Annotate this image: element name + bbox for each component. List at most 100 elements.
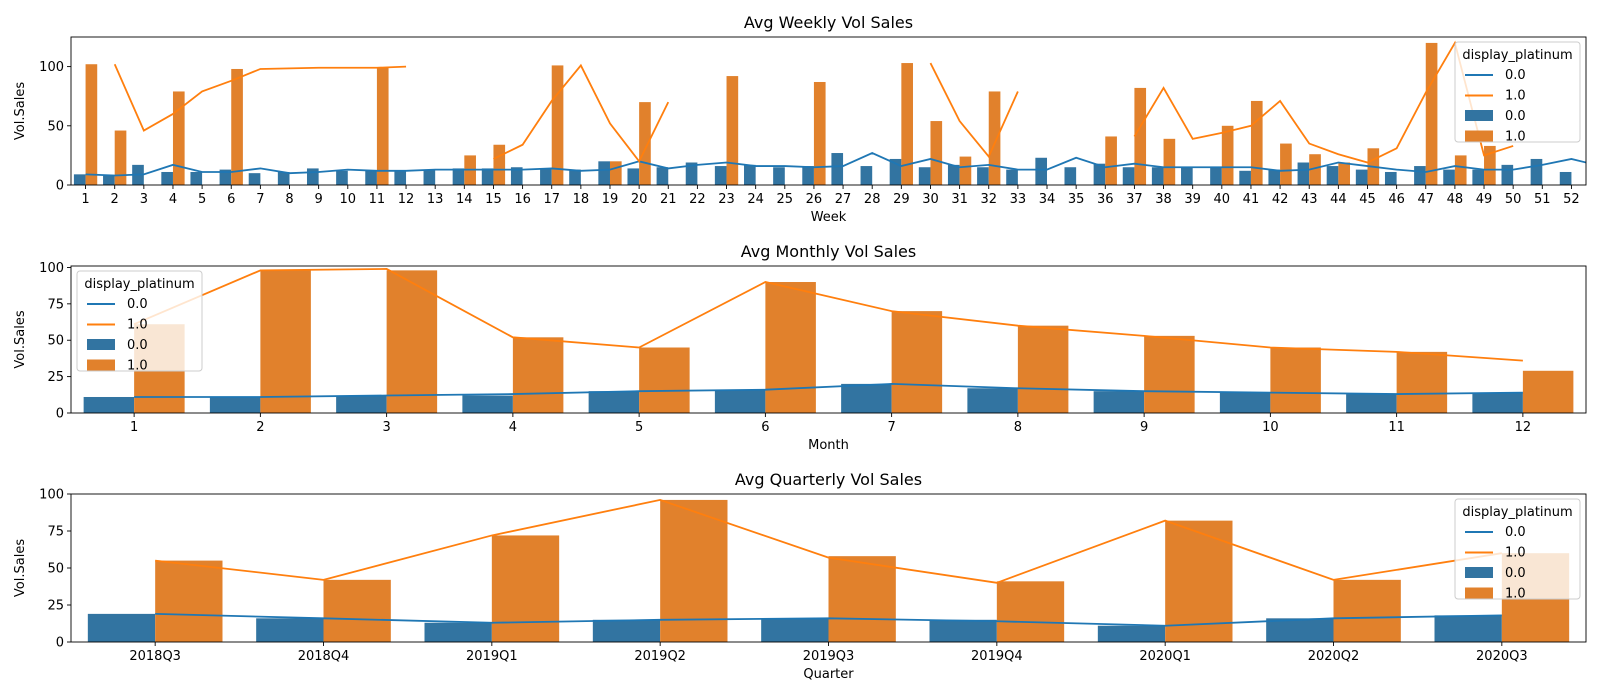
bar-zero-2 xyxy=(209,396,261,413)
line-zero-segment-0 xyxy=(85,152,1586,177)
legend-bar-swatch xyxy=(1465,130,1493,142)
bar-zero-2020Q1 xyxy=(1097,625,1166,642)
legend-bar-swatch xyxy=(87,339,115,350)
bar-zero-3 xyxy=(336,395,387,413)
x-tick-label: 2020Q1 xyxy=(1139,649,1191,664)
bar-zero-6 xyxy=(714,389,766,413)
x-tick-label: 2018Q3 xyxy=(129,649,181,664)
x-axis-label: Quarter xyxy=(803,667,854,682)
x-tick-label: 45 xyxy=(1359,192,1376,207)
x-tick-label: 6 xyxy=(227,192,235,207)
bar-one-36 xyxy=(1105,136,1117,185)
bar-zero-7 xyxy=(248,173,261,185)
bar-one-11 xyxy=(376,67,389,185)
x-tick-label: 48 xyxy=(1447,192,1464,207)
legend: display_platinum 0.0 1.0 0.0 1.0 xyxy=(76,270,203,374)
x-tick-label: 29 xyxy=(893,192,910,207)
bar-zero-4 xyxy=(462,395,513,413)
x-tick-label: 31 xyxy=(951,192,968,207)
x-tick-label: 3 xyxy=(382,420,390,435)
bar-zero-40 xyxy=(1210,167,1222,185)
x-tick-label: 2020Q3 xyxy=(1476,649,1528,664)
x-tick-label: 6 xyxy=(761,420,769,435)
x-tick-label: 2020Q2 xyxy=(1308,649,1360,664)
x-tick-label: 2019Q3 xyxy=(803,649,855,664)
bar-one-8 xyxy=(1017,325,1069,413)
bar-zero-52 xyxy=(1559,171,1572,185)
x-tick-label: 22 xyxy=(689,192,706,207)
y-axis-label: Vol.Sales xyxy=(13,82,28,140)
bar-zero-20 xyxy=(627,168,640,185)
x-tick-label: 1 xyxy=(130,420,138,435)
bar-one-6 xyxy=(765,282,816,413)
bar-one-1 xyxy=(85,64,98,185)
x-tick-label: 11 xyxy=(1388,420,1405,435)
legend-bar-swatch xyxy=(1465,587,1493,599)
x-tick-label: 14 xyxy=(456,192,473,207)
legend-label: 0.0 xyxy=(1505,109,1526,124)
bar-one-49 xyxy=(1484,145,1496,185)
bar-one-12 xyxy=(1522,370,1574,413)
y-tick-label: 100 xyxy=(39,60,64,75)
bar-zero-5 xyxy=(588,391,640,413)
legend-label: 1.0 xyxy=(1505,130,1526,145)
legend-title: display_platinum xyxy=(1462,505,1572,520)
bar-one-23 xyxy=(726,76,739,185)
x-tick-label: 12 xyxy=(398,192,415,207)
axes-frame xyxy=(70,265,1587,414)
x-tick-label: 2019Q4 xyxy=(971,649,1023,664)
y-axis-label: Vol.Sales xyxy=(13,539,28,597)
bar-one-37 xyxy=(1134,87,1147,185)
bar-one-31 xyxy=(959,156,972,185)
bar-zero-16 xyxy=(510,167,523,185)
bar-zero-35 xyxy=(1064,167,1077,185)
bar-zero-12 xyxy=(394,170,407,185)
bar-one-2019Q1 xyxy=(491,535,560,642)
bar-zero-28 xyxy=(860,166,873,185)
bar-zero-45 xyxy=(1355,169,1368,185)
x-tick-label: 8 xyxy=(285,192,293,207)
x-tick-label: 10 xyxy=(340,192,357,207)
bar-zero-2019Q1 xyxy=(424,622,492,642)
bar-one-5 xyxy=(639,347,690,413)
bar-zero-22 xyxy=(685,162,698,185)
bar-zero-17 xyxy=(540,168,552,185)
bar-zero-42 xyxy=(1268,169,1281,185)
y-tick-label: 100 xyxy=(39,488,64,503)
x-tick-label: 19 xyxy=(602,192,619,207)
x-tick-label: 23 xyxy=(718,192,735,207)
bar-one-30 xyxy=(930,121,943,185)
bar-zero-9 xyxy=(306,168,319,185)
chart-title: Avg Monthly Vol Sales xyxy=(741,242,916,261)
bar-zero-23 xyxy=(714,166,727,185)
bar-one-38 xyxy=(1163,138,1176,185)
x-tick-label: 21 xyxy=(660,192,677,207)
bar-zero-33 xyxy=(1006,169,1018,185)
bar-one-2018Q4 xyxy=(323,579,391,642)
x-tick-label: 20 xyxy=(631,192,648,207)
chart-title: Avg Weekly Vol Sales xyxy=(744,13,913,32)
axes-frame xyxy=(70,36,1587,186)
x-tick-label: 47 xyxy=(1417,192,1434,207)
line-zero-segment-0 xyxy=(134,382,1523,398)
x-tick-label: 34 xyxy=(1039,192,1056,207)
legend-label: 0.0 xyxy=(127,338,148,353)
bar-one-48 xyxy=(1454,155,1467,185)
bar-zero-27 xyxy=(831,153,844,185)
legend-label: 1.0 xyxy=(127,359,148,374)
x-tick-label: 15 xyxy=(485,192,502,207)
bar-one-20 xyxy=(639,102,651,185)
bar-zero-14 xyxy=(452,168,465,185)
bar-zero-37 xyxy=(1122,167,1135,185)
bar-zero-26 xyxy=(802,166,814,185)
x-tick-label: 39 xyxy=(1184,192,1201,207)
bar-zero-8 xyxy=(967,388,1018,413)
x-tick-label: 35 xyxy=(1068,192,1085,207)
x-tick-label: 9 xyxy=(315,192,323,207)
x-tick-label: 40 xyxy=(1214,192,1231,207)
bar-one-11 xyxy=(1396,351,1448,413)
y-tick-label: 50 xyxy=(47,334,64,349)
bar-one-2018Q3 xyxy=(155,560,223,642)
bar-zero-15 xyxy=(481,168,494,185)
